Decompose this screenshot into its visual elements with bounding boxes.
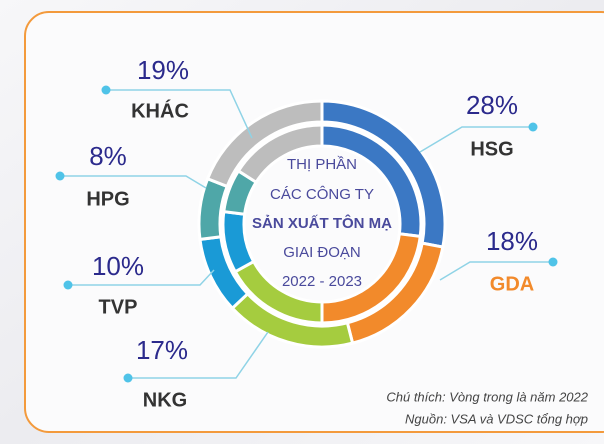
donut-segment — [236, 123, 324, 185]
note: Nguồn: VSA và VDSC tổng hợp — [405, 411, 588, 426]
center-text: SẢN XUẤT TÔN MẠ — [252, 214, 392, 232]
category-label: HPG — [86, 188, 129, 210]
category-label: GDA — [490, 273, 534, 295]
leader-line — [419, 126, 533, 153]
value-label: 19% — [137, 55, 189, 85]
value-label: 18% — [486, 226, 538, 256]
leader-dot — [528, 122, 538, 132]
category-label: TVP — [99, 296, 138, 318]
leader-line — [60, 175, 207, 189]
note: Chú thích: Vòng trong là năm 2022 — [386, 389, 588, 404]
leader-dot — [63, 280, 73, 290]
center-text: GIAI ĐOẠN — [283, 244, 361, 261]
leader-line — [128, 331, 269, 379]
center-text: 2022 - 2023 — [282, 273, 362, 290]
card — [24, 11, 604, 433]
donut-segment — [205, 99, 324, 189]
leader-line — [439, 261, 553, 281]
value-label: 8% — [89, 141, 127, 171]
leader-dot — [55, 171, 65, 181]
leader-dot — [123, 373, 133, 383]
value-label: 10% — [92, 251, 144, 281]
leader-line — [68, 269, 215, 286]
value-label: 17% — [136, 335, 188, 365]
category-label: HSG — [470, 138, 513, 160]
rings — [197, 99, 447, 349]
leader-dot — [548, 257, 558, 267]
labels: 28% HSG 18% GDA 17% NKG 10% TVP 8% HPG 19% KHÁC — [55, 55, 558, 411]
category-label: KHÁC — [131, 99, 189, 122]
value-label: 28% — [466, 90, 518, 120]
leader-line — [106, 89, 253, 139]
category-label: NKG — [143, 389, 187, 411]
center-text: CÁC CÔNG TY — [270, 186, 374, 203]
center-text: THỊ PHẦN — [287, 156, 357, 173]
leader-dot — [101, 85, 111, 95]
